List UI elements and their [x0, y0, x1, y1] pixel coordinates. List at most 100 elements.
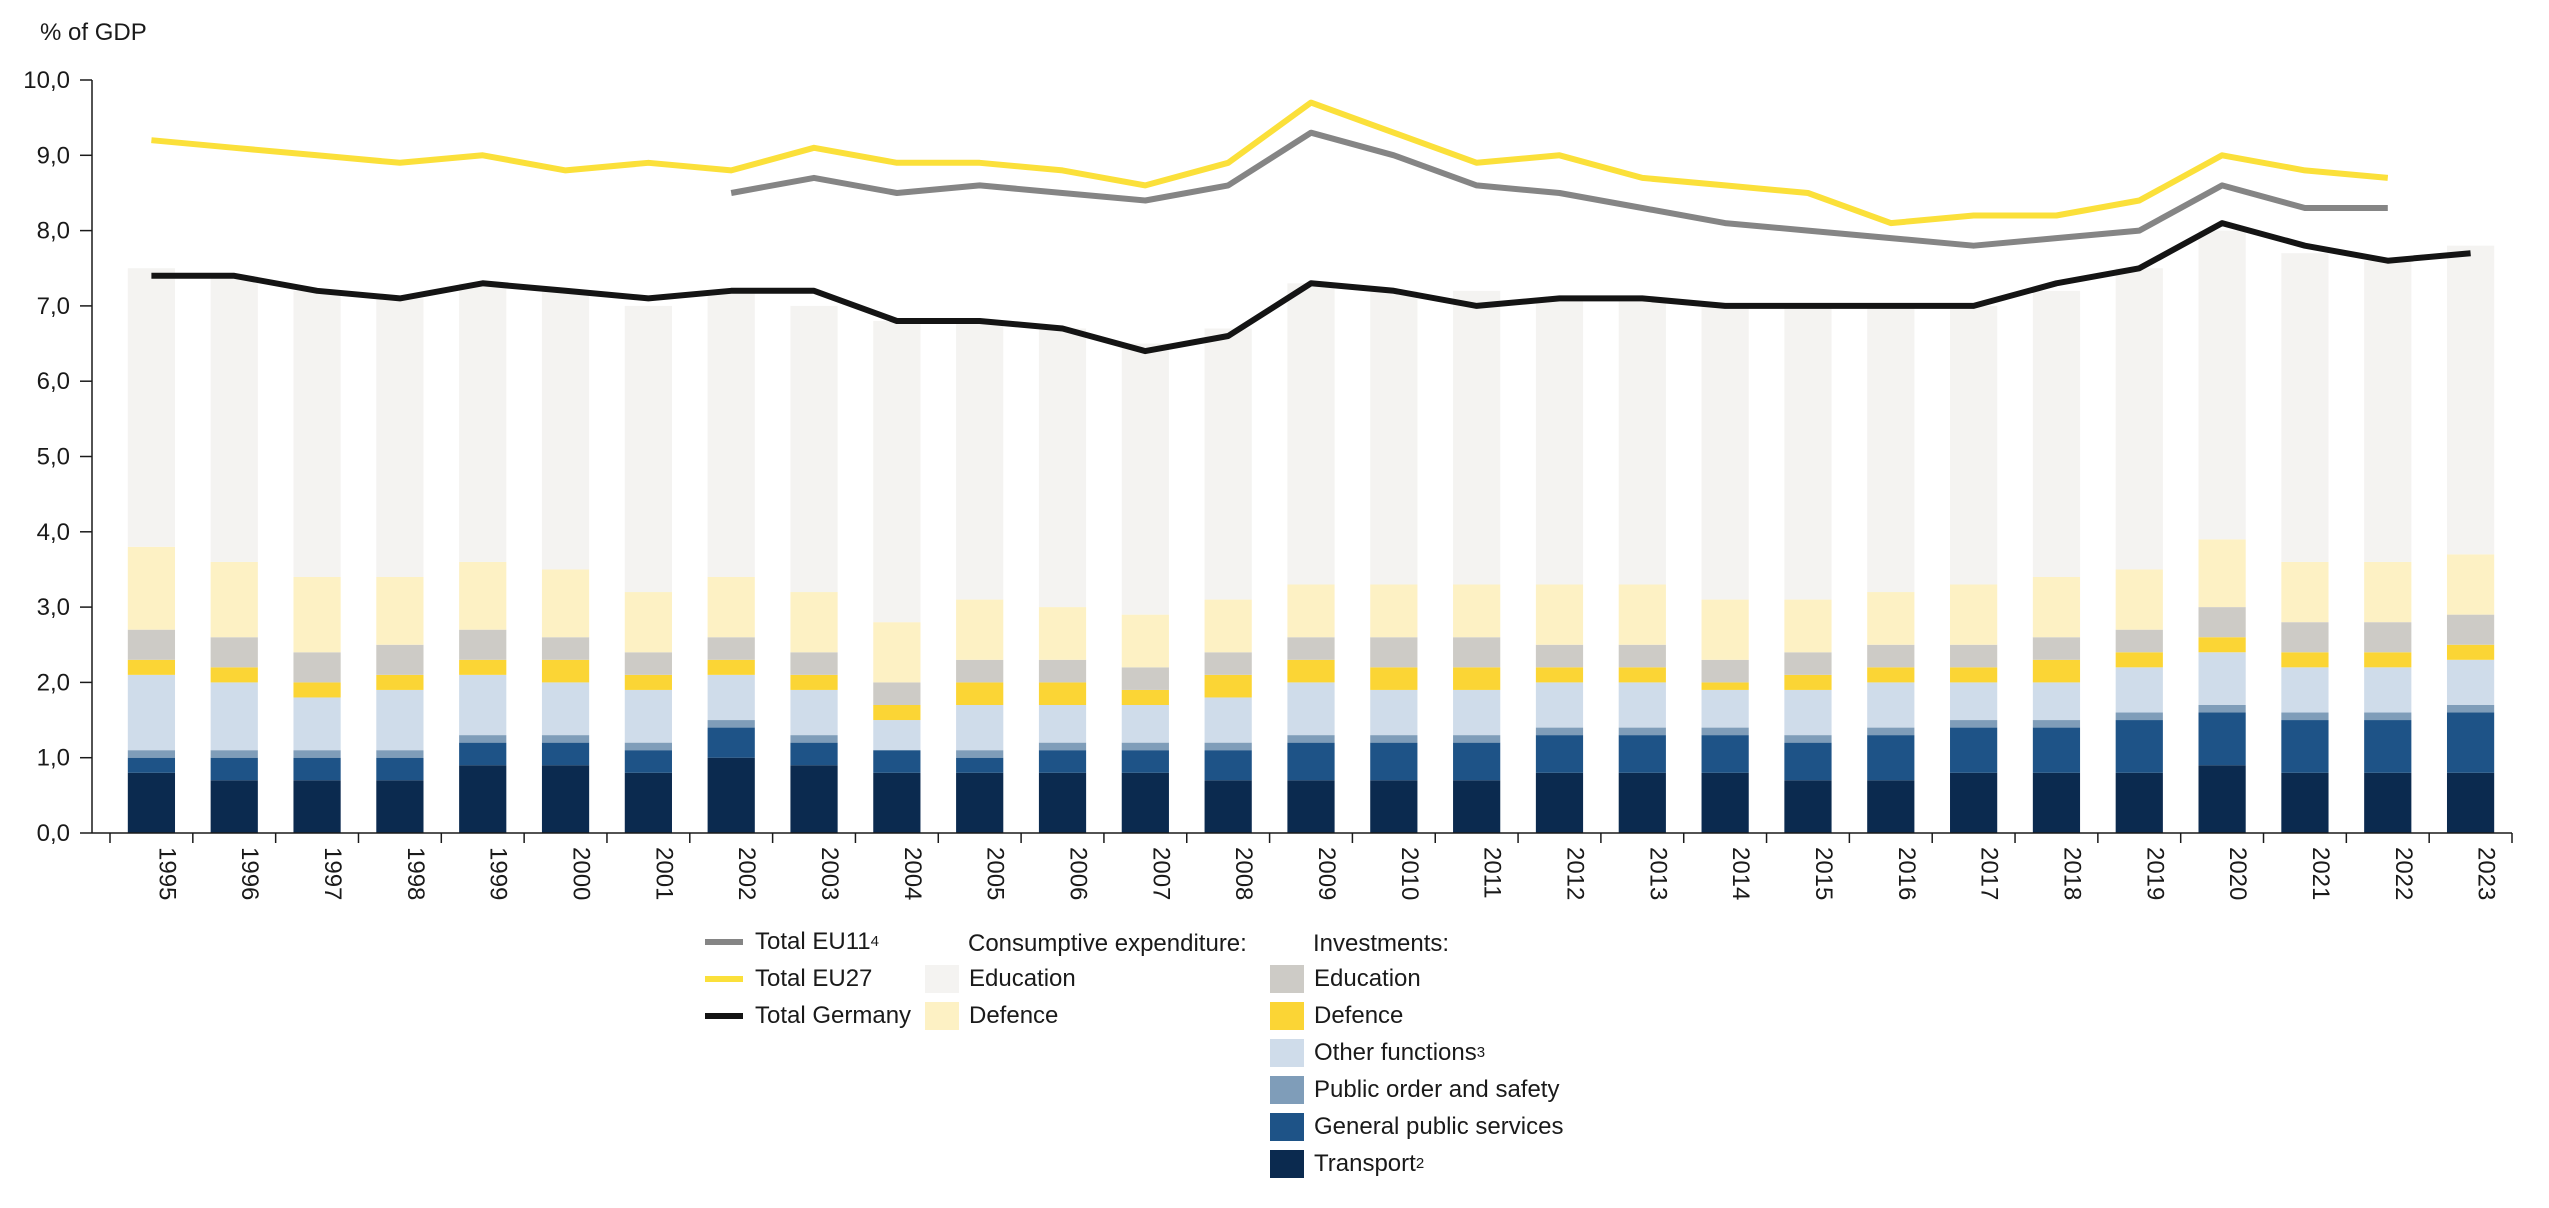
bar-segment-other-1999 — [459, 674, 507, 736]
y-tick-label: 2,0 — [37, 669, 70, 696]
x-tick-label-2009: 2009 — [1313, 847, 1340, 900]
bar-segment-transport-2023 — [2446, 772, 2495, 833]
y-tick-label: 3,0 — [37, 594, 70, 621]
bar-segment-public_order-2000 — [541, 735, 590, 743]
bar-segment-public_order-2001 — [624, 742, 672, 751]
bar-segment-other-2007 — [1121, 704, 1169, 743]
x-tick-label-2016: 2016 — [1893, 847, 1920, 900]
bar-segment-inv_education-1996 — [210, 637, 258, 668]
bar-segment-other-2016 — [1867, 682, 1915, 728]
legend-inv-education-label: Education — [1314, 965, 1421, 992]
bar-segment-inv_education-2003 — [790, 652, 838, 675]
bar-segment-cons_defence-2022 — [2364, 561, 2412, 623]
bar-segment-inv_defence-1996 — [210, 667, 258, 683]
bar-segment-inv_education-2014 — [1701, 659, 1749, 683]
x-tick-label-2023: 2023 — [2473, 847, 2500, 900]
bar-segment-cons_defence-2020 — [2198, 539, 2246, 608]
bar-segment-inv_defence-2016 — [1867, 667, 1915, 683]
bar-segment-general-2014 — [1701, 735, 1749, 773]
x-tick-label-2017: 2017 — [1976, 847, 2003, 900]
bar-segment-inv_defence-1999 — [459, 659, 507, 675]
bar-segment-public_order-2012 — [1535, 727, 1584, 736]
bar-segment-cons_education-2004 — [873, 320, 921, 623]
bar-segment-general-2017 — [1950, 727, 1998, 773]
bar-segment-public_order-2006 — [1038, 742, 1087, 751]
x-tick-label-2010: 2010 — [1396, 847, 1423, 900]
bar-segment-inv_education-2016 — [1867, 644, 1915, 668]
bar-segment-inv_education-2004 — [873, 682, 921, 705]
legend-consumptive-heading: Consumptive expenditure: — [968, 930, 1247, 957]
y-tick-label: 4,0 — [37, 519, 70, 546]
bar-segment-inv_education-2019 — [2115, 629, 2163, 653]
x-tick-label-2000: 2000 — [568, 847, 595, 900]
bar-segment-other-2019 — [2115, 667, 2163, 713]
bar-segment-general-2004 — [873, 750, 921, 773]
bar-segment-public_order-2019 — [2115, 712, 2163, 721]
bar-segment-cons_defence-1999 — [459, 561, 507, 630]
bar-segment-general-2018 — [2032, 727, 2081, 773]
bar-segment-cons_defence-2000 — [541, 569, 590, 638]
y-tick-label: 0,0 — [37, 820, 70, 847]
bar-segment-transport-1998 — [376, 780, 424, 833]
bar-segment-inv_defence-1995 — [127, 659, 176, 675]
bar-segment-inv_education-2023 — [2446, 614, 2495, 645]
bar-segment-public_order-2011 — [1453, 735, 1501, 743]
bar-segment-cons_education-1998 — [376, 298, 424, 577]
bar-segment-inv_education-2021 — [2281, 622, 2329, 653]
bar-segment-inv_education-2015 — [1784, 652, 1832, 675]
bar-segment-public_order-2022 — [2364, 712, 2412, 721]
bar-segment-cons_education-2013 — [1618, 298, 1666, 585]
bar-segment-general-1998 — [376, 757, 424, 781]
line-eu11 — [730, 129, 2388, 249]
bar-segment-other-2018 — [2032, 682, 2081, 721]
legend-cons-education: Education — [925, 965, 1076, 993]
bar-segment-other-2006 — [1038, 704, 1087, 743]
legend-cons-defence-label: Defence — [969, 1002, 1059, 1029]
x-tick-label-2021: 2021 — [2307, 847, 2334, 900]
bar-segment-inv_education-2007 — [1121, 667, 1169, 690]
bar-segment-transport-1999 — [459, 765, 507, 833]
legend-public-order-swatch — [1270, 1076, 1304, 1104]
bars — [127, 230, 2495, 833]
y-axis-title: % of GDP — [40, 19, 147, 46]
bar-segment-transport-1997 — [293, 780, 341, 833]
bar-segment-inv_defence-2014 — [1701, 682, 1749, 690]
bar-segment-public_order-2016 — [1867, 727, 1915, 736]
bar-segment-other-2009 — [1287, 682, 1335, 736]
legend-other-functions-swatch — [1270, 1039, 1304, 1067]
bar-segment-public_order-2009 — [1287, 735, 1335, 743]
x-tick-label-2015: 2015 — [1810, 847, 1837, 900]
bar-segment-inv_education-2011 — [1453, 637, 1501, 668]
bar-segment-transport-2001 — [624, 772, 672, 833]
bar-segment-cons_defence-2017 — [1950, 584, 1998, 645]
bar-segment-inv_defence-2007 — [1121, 689, 1169, 705]
bar-segment-transport-2004 — [873, 772, 921, 833]
bar-segment-general-2008 — [1204, 750, 1252, 781]
bar-segment-public_order-1999 — [459, 735, 507, 743]
x-tick-label-2018: 2018 — [2058, 847, 2085, 900]
x-tick-label-1995: 1995 — [153, 847, 180, 900]
bar-segment-public_order-2003 — [790, 735, 838, 743]
bar-segment-other-1995 — [127, 674, 176, 751]
bar-segment-inv_education-2006 — [1038, 659, 1087, 683]
bar-segment-other-2003 — [790, 689, 838, 736]
legend-eu11: Total EU11 4 — [705, 928, 879, 956]
bar-segment-cons_defence-2009 — [1287, 584, 1335, 638]
bar-segment-general-2013 — [1618, 735, 1666, 773]
bar-segment-cons_education-2021 — [2281, 253, 2329, 562]
bar-segment-other-2022 — [2364, 667, 2412, 713]
bar-segment-general-2011 — [1453, 742, 1501, 781]
x-tick-label-2004: 2004 — [899, 847, 926, 900]
bar-segment-cons_education-2012 — [1535, 298, 1584, 585]
bar-segment-cons_education-2006 — [1038, 328, 1087, 608]
legend-cons-defence: Defence — [925, 1002, 1058, 1030]
y-axis: 0,0 1,0 2,0 3,0 4,0 5,0 6,0 7,0 8,0 9,0 10,0 — [23, 67, 93, 847]
bar-segment-public_order-2008 — [1204, 742, 1252, 751]
bar-segment-public_order-1996 — [210, 750, 258, 758]
bar-segment-inv_defence-1998 — [376, 674, 424, 690]
bar-segment-transport-2007 — [1121, 772, 1169, 833]
bar-segment-cons_defence-1998 — [376, 576, 424, 645]
legend-general-public-services: General public services — [1270, 1113, 1563, 1141]
x-axis: 1995 1996 1997 1998 1999 2000 2001 2002 2003 2004… — [92, 832, 2513, 900]
